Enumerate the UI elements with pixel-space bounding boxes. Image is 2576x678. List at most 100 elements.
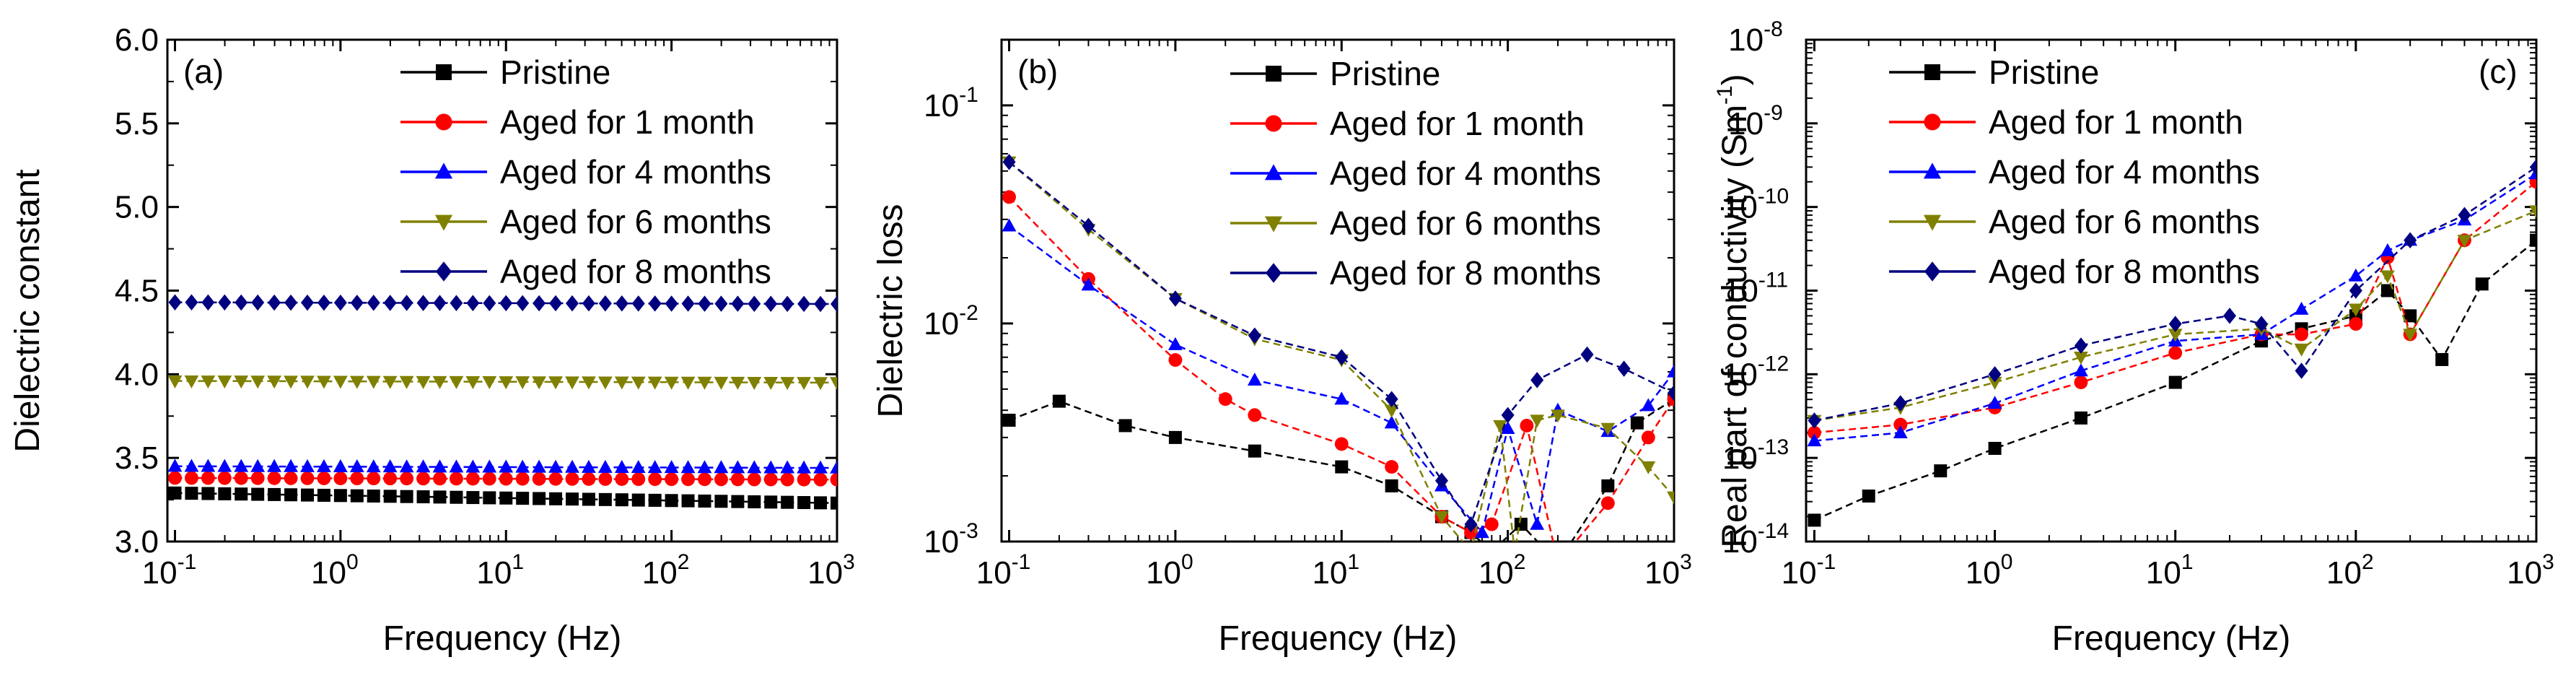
data-point — [565, 295, 579, 312]
data-point — [797, 460, 812, 474]
data-point — [714, 472, 728, 487]
series-line — [175, 465, 837, 469]
data-point — [1668, 384, 1674, 401]
data-point — [499, 471, 513, 486]
data-point — [565, 471, 579, 486]
data-point — [2223, 308, 2237, 324]
data-point — [300, 488, 314, 502]
data-point — [267, 471, 281, 485]
data-point — [516, 295, 530, 312]
data-point — [664, 460, 679, 474]
data-point — [2255, 316, 2269, 332]
data-point — [548, 376, 563, 390]
data-point — [1493, 420, 1507, 433]
data-point — [515, 459, 530, 473]
data-point — [1218, 392, 1232, 407]
x-tick-label: 10-1 — [1782, 550, 1836, 591]
data-point — [614, 376, 629, 390]
data-point — [1551, 556, 1564, 569]
data-point — [2349, 282, 2362, 299]
data-point — [1893, 425, 1908, 438]
data-point — [1464, 546, 1478, 559]
plot-frame — [1000, 38, 1675, 543]
data-point — [698, 295, 711, 312]
y-tick-label: 10-2 — [924, 301, 978, 342]
data-point — [333, 375, 348, 389]
data-point — [400, 295, 413, 311]
data-point — [201, 375, 216, 389]
x-tick-label: 102 — [2326, 550, 2374, 591]
panel-label: (a) — [183, 53, 224, 90]
data-point — [466, 491, 480, 505]
data-point — [1630, 416, 1644, 430]
data-point — [317, 488, 330, 502]
data-point — [466, 295, 480, 312]
data-point — [1667, 491, 1674, 505]
data-point — [1617, 360, 1631, 377]
data-point — [1384, 404, 1399, 418]
data-point — [665, 295, 678, 312]
x-tick-label: 10-1 — [976, 550, 1031, 591]
data-point — [2529, 166, 2536, 180]
data-point — [582, 471, 596, 486]
data-point — [533, 295, 546, 312]
data-point — [1600, 496, 1615, 510]
legend-label: Aged for 4 months — [1330, 155, 1601, 192]
data-point — [665, 472, 679, 487]
data-point — [267, 375, 282, 389]
y-tick-label: 3.0 — [115, 524, 159, 560]
data-point — [549, 492, 563, 505]
plot-area — [1807, 159, 2536, 527]
x-tick-label: 103 — [807, 550, 855, 591]
data-point — [1385, 460, 1399, 474]
y-tick-label: 10-12 — [1722, 352, 1789, 392]
data-point — [764, 495, 778, 509]
data-point — [184, 458, 199, 472]
y-axis-title: Real part of conductivity (Sm-1) — [1713, 74, 1754, 547]
data-point — [450, 490, 463, 504]
data-point — [168, 294, 182, 310]
data-point — [648, 493, 662, 507]
data-point — [366, 459, 381, 473]
x-tick-label: 101 — [2146, 550, 2194, 591]
data-point — [366, 375, 381, 389]
data-point — [1551, 409, 1565, 423]
data-point — [515, 376, 530, 390]
legend-marker — [1923, 214, 1942, 231]
data-point — [2529, 205, 2536, 219]
data-point — [681, 494, 695, 508]
series-line — [175, 380, 837, 384]
data-point — [2074, 363, 2088, 377]
data-point — [763, 472, 778, 487]
data-point — [697, 376, 712, 390]
data-point — [185, 294, 198, 311]
data-point — [615, 472, 629, 486]
panel-label: (c) — [2479, 53, 2518, 90]
data-point — [1641, 430, 1655, 445]
data-point — [433, 471, 447, 486]
data-point — [465, 459, 481, 473]
data-point — [2530, 233, 2536, 247]
data-point — [333, 458, 348, 472]
data-point — [681, 472, 696, 487]
data-point — [284, 471, 298, 485]
data-point — [201, 294, 215, 311]
data-point — [781, 295, 794, 313]
data-point — [399, 375, 414, 389]
x-tick-label: 100 — [1966, 550, 2013, 591]
plot-area — [1002, 154, 1674, 569]
data-point — [1434, 510, 1449, 524]
y-tick-label: 10-8 — [1728, 17, 1783, 58]
legend-marker — [436, 64, 452, 80]
data-point — [697, 460, 712, 474]
data-point — [333, 489, 347, 503]
data-point — [533, 492, 546, 505]
data-point — [201, 458, 216, 472]
legend-label: Aged for 6 months — [1989, 203, 2260, 240]
legend-label: Pristine — [500, 53, 610, 91]
data-point — [598, 492, 612, 506]
data-point — [565, 459, 579, 473]
data-point — [1601, 479, 1615, 492]
data-point — [2168, 375, 2182, 389]
